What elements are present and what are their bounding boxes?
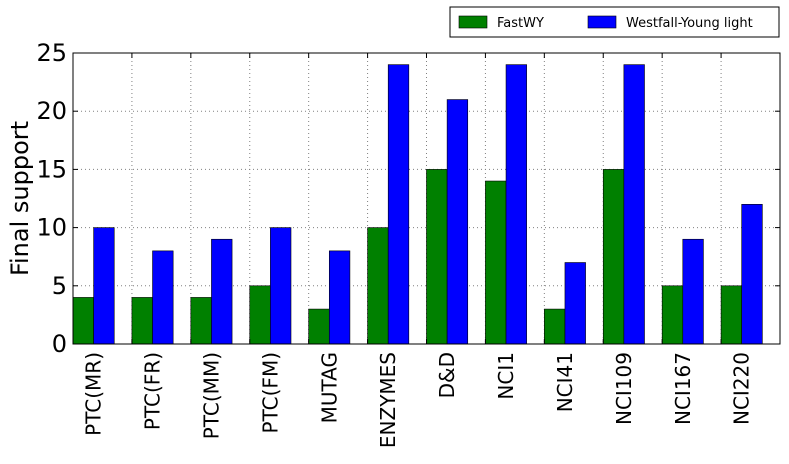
y-tick-label: 10 bbox=[36, 214, 67, 242]
bar-westfall-young-light bbox=[93, 227, 115, 345]
bar-fastwy bbox=[308, 308, 330, 345]
legend-swatch bbox=[458, 15, 488, 29]
x-tick-label: PTC(FR) bbox=[141, 352, 165, 430]
bar-fastwy bbox=[131, 297, 153, 345]
bar-fastwy bbox=[367, 227, 389, 345]
x-tick-label: PTC(MR) bbox=[82, 352, 106, 436]
bar-fastwy bbox=[190, 297, 212, 345]
bar-westfall-young-light bbox=[387, 64, 410, 345]
bar-fastwy bbox=[544, 308, 566, 345]
x-tick-label: PTC(MM) bbox=[199, 352, 223, 439]
bar-fastwy bbox=[426, 169, 448, 345]
x-tick-label: NCI41 bbox=[553, 352, 577, 412]
bar-westfall-young-light bbox=[505, 64, 527, 345]
bars-layer bbox=[72, 64, 763, 345]
x-tick-label: MUTAG bbox=[317, 352, 341, 423]
bar-westfall-young-light bbox=[682, 238, 704, 345]
y-tick-label: 25 bbox=[36, 39, 67, 67]
bar-westfall-young-light bbox=[564, 262, 586, 345]
y-tick-label: 0 bbox=[52, 330, 67, 358]
bar-westfall-young-light bbox=[446, 99, 469, 345]
legend: FastWY Westfall-Young light bbox=[449, 6, 780, 38]
bar-fastwy bbox=[661, 285, 684, 345]
x-tick-label: NCI167 bbox=[671, 352, 695, 425]
legend-label: FastWY bbox=[497, 16, 544, 31]
y-tick-label: 20 bbox=[36, 97, 67, 125]
legend-label: Westfall-Young light bbox=[626, 16, 753, 31]
bar-fastwy bbox=[602, 169, 625, 345]
x-tick-label: ENZYMES bbox=[376, 352, 400, 448]
bar-fastwy bbox=[720, 285, 743, 345]
bar-westfall-young-light bbox=[270, 227, 292, 345]
x-tick-label: NCI220 bbox=[730, 352, 754, 425]
bar-westfall-young-light bbox=[211, 238, 233, 345]
x-tick-label: PTC(FM) bbox=[258, 352, 282, 433]
bar-fastwy bbox=[485, 180, 507, 345]
bar-westfall-young-light bbox=[152, 250, 174, 345]
legend-swatch bbox=[587, 15, 617, 29]
bar-westfall-young-light bbox=[623, 64, 645, 345]
grid-layer bbox=[73, 53, 780, 344]
y-tick-label: 5 bbox=[52, 272, 67, 300]
y-tick-label: 15 bbox=[36, 155, 67, 183]
bar-fastwy bbox=[72, 297, 94, 345]
x-tick-label: NCI109 bbox=[612, 352, 636, 425]
bar-westfall-young-light bbox=[328, 250, 351, 345]
bar-westfall-young-light bbox=[741, 204, 763, 345]
ticks-layer: 0 5 10 15 20 25 PTC(MR) PTC(FR) PTC(MM) PTC(FM) MU… bbox=[36, 39, 780, 448]
y-axis-label: Final support bbox=[6, 121, 34, 276]
x-tick-label: D&D bbox=[435, 352, 459, 398]
bar-fastwy bbox=[249, 285, 271, 345]
x-tick-label: NCI1 bbox=[494, 352, 518, 400]
